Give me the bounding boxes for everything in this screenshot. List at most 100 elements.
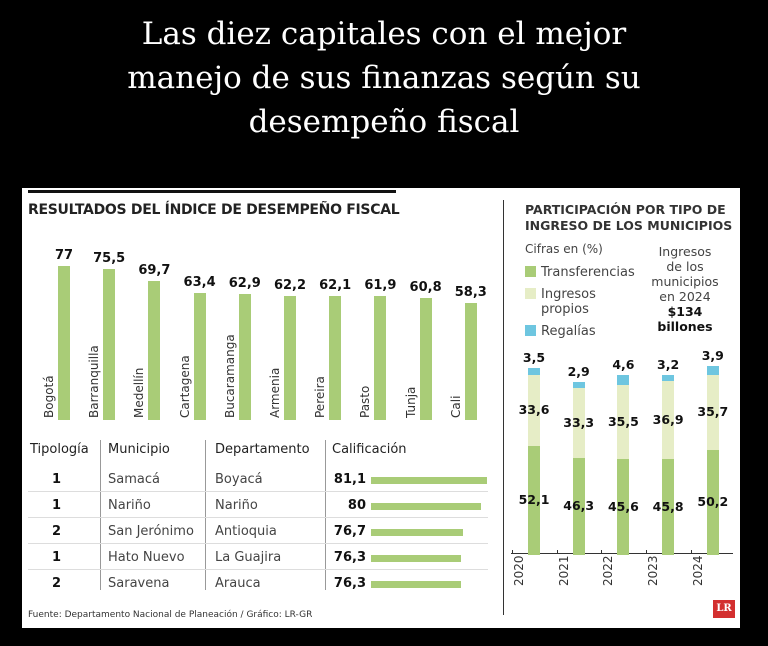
year-label: 2021 [556,555,571,586]
tipologia-cell: 1 [52,472,62,487]
stack-segment-transferencias [572,457,585,555]
bar-value-label: 62,1 [319,277,352,293]
headline-line: manejo de sus finanzas según su [127,60,641,96]
legend-label: Ingresos [541,287,596,302]
tipologia-cell: 2 [52,576,62,591]
value-label-ingresos-propios: 33,6 [518,402,550,418]
municipio-cell: Samacá [108,472,160,487]
category-label: Bucaramanga [222,334,237,418]
axis-tick [690,550,692,554]
category-label: Pasto [358,385,373,418]
table-header: Departamento [215,442,310,457]
bar [103,269,116,420]
stack-segment-ingresos-propios [572,387,585,458]
municipio-cell: Hato Nuevo [108,550,185,565]
year-label: 2024 [690,555,705,586]
stack-segment-regalias [572,381,585,388]
calificacion-bar [371,555,461,562]
calificacion-bar [371,581,461,588]
municipio-cell: Nariño [108,498,151,513]
bar-value-label: 60,8 [409,280,442,296]
legend-swatch [525,266,536,277]
source-note: Fuente: Departamento Nacional de Planeac… [28,610,313,620]
category-label: Barranquilla [87,345,102,418]
annotation-line: municipios [651,274,719,289]
year-label: 2020 [512,555,526,586]
value-label-regalias: 3,2 [657,356,680,372]
departamento-cell: Antioquia [215,524,277,539]
annotation-value: $134 [667,304,703,319]
bar [193,293,206,420]
headline-line: Las diez capitales con el mejor [141,16,627,52]
stack-segment-ingresos-propios [662,381,675,459]
table-header: Tipología [30,442,89,457]
bar-value-label: 58,3 [454,285,487,301]
legend-transferencias: Transferencias [525,265,635,280]
title-line: INGRESO DE LOS MUNICIPIOS [525,218,733,233]
table-header: Calificación [332,442,407,457]
value-label-regalias: 2,9 [567,363,590,379]
bar-value-label: 63,4 [183,275,216,291]
calificacion-bar [371,503,481,510]
stack-segment-transferencias [662,458,675,555]
departamento-cell: La Guajira [215,550,282,565]
lr-logo: LR [713,600,735,618]
legend-swatch [525,325,536,336]
stack-segment-regalias [706,366,719,375]
category-label: Cartagena [177,355,192,418]
calificacion-cell: 81,1 [333,472,366,487]
value-label-ingresos-propios: 35,5 [607,413,639,429]
bar [238,294,251,420]
legend-label: Transferencias [541,265,635,280]
bar [419,298,432,420]
bar [464,303,477,420]
units-subtitle: Cifras en (%) [525,242,603,256]
calificacion-cell: 76,7 [333,524,366,539]
value-label-transferencias: 45,8 [652,498,684,514]
row-divider [28,491,488,492]
value-label-transferencias: 46,3 [563,498,595,514]
value-label-regalias: 3,9 [701,348,724,364]
row-divider [28,569,488,570]
infographic-card: RESULTADOS DEL ÍNDICE DE DESEMPEÑO FISCA… [22,188,740,628]
stack-segment-ingresos-propios [528,375,540,446]
calificacion-cell: 76,3 [333,550,366,565]
axis-tick [556,550,558,554]
bar [148,280,161,420]
departamento-cell: Arauca [215,576,261,591]
year-label: 2022 [601,555,616,586]
category-label: Cali [448,395,463,418]
legend-label: Regalías [541,324,596,339]
annotation-line: en 2024 [659,289,711,304]
column-divider [325,440,326,590]
stack-segment-regalias [662,374,675,382]
calificacion-bar [371,477,487,484]
legend-regalias: Regalías [525,324,596,339]
bar [374,296,387,420]
value-label-ingresos-propios: 36,9 [652,412,684,428]
axis-tick [512,550,513,554]
value-label-ingresos-propios: 33,3 [563,414,595,430]
category-label: Pereira [313,376,328,418]
annotation-line: de los [666,259,704,274]
bar-value-label: 77 [54,248,74,263]
headline-line: desempeño fiscal [248,104,520,140]
value-label-transferencias: 45,6 [607,499,639,515]
bar [58,266,70,420]
total-annotation: Ingresos de los municipios en 2024 $134 … [640,244,730,334]
stack-segment-ingresos-propios [617,384,630,460]
column-divider [205,440,206,590]
bar-value-label: 62,2 [273,277,307,293]
calificacion-cell: 80 [347,498,366,513]
departamento-cell: Boyacá [215,472,263,487]
bar-value-label: 62,9 [228,276,261,292]
value-label-regalias: 4,6 [612,357,635,373]
value-label-transferencias: 52,1 [518,492,550,508]
axis-tick [646,550,648,554]
title-line: PARTICIPACIÓN POR TIPO DE [525,202,726,217]
tipologia-cell: 1 [52,550,62,565]
tipologia-cell: 2 [52,524,62,539]
stack-segment-regalias [528,367,540,376]
top-rule [28,190,396,193]
year-label: 2023 [646,555,661,586]
